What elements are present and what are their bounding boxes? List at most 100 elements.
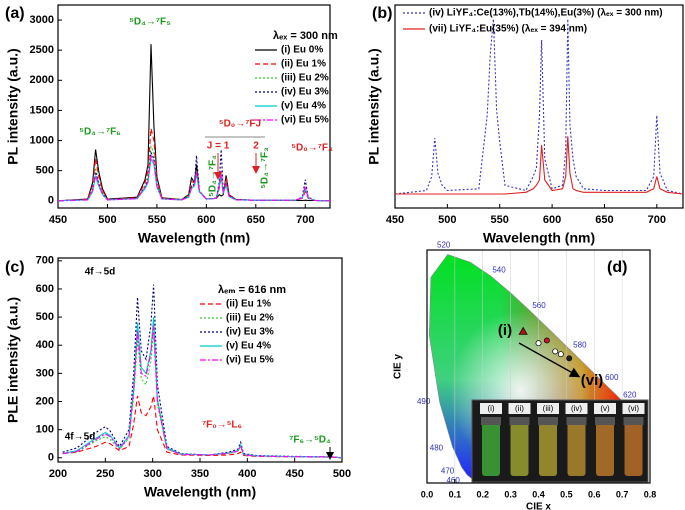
x-tick-label: 600 — [543, 214, 561, 226]
x-tick-label: 450 — [386, 214, 404, 226]
x-tick-label: 400 — [238, 468, 256, 480]
x-tick-label: 500 — [438, 214, 456, 226]
x-tick-label: 500 — [333, 468, 351, 480]
spectrum-line — [394, 18, 684, 195]
x-tick-label: 550 — [491, 214, 509, 226]
legend-label: (ii) Eu 1% — [226, 299, 271, 310]
legend-label: (vii) LiYF₄:Eu(35%) (λₑₓ = 394 nm) — [429, 24, 587, 35]
legend-label: (iv) Eu 3% — [226, 327, 274, 338]
legend-title: λₑₓ = 300 nm — [273, 30, 338, 42]
y-tick-label: 0 — [48, 195, 54, 207]
locus-label: 600 — [605, 373, 619, 382]
x-tick-label: 700 — [648, 214, 666, 226]
x-tick-label: 0.7 — [616, 489, 629, 499]
vial — [624, 420, 643, 476]
legend-label: (vi) Eu 5% — [281, 115, 329, 126]
spectrum-line — [395, 136, 684, 195]
spectrum-line — [62, 325, 343, 459]
x-tick-label: 700 — [296, 214, 314, 226]
x-tick-label: 0.4 — [532, 489, 545, 499]
legend-label: (iii) Eu 2% — [226, 313, 274, 324]
x-tick-label: 0.6 — [588, 489, 601, 499]
vial-cap — [623, 417, 644, 425]
legend-label: (ii) Eu 1% — [281, 59, 326, 70]
y-tick-label: 100 — [36, 424, 54, 436]
x-tick-label: 0.1 — [449, 489, 462, 499]
annotation: (i) — [498, 322, 512, 339]
legend-label: (i) Eu 0% — [281, 45, 323, 56]
vial-cap — [538, 417, 558, 425]
annotation: 4f→5d — [65, 432, 96, 443]
vial-label: (vi) — [628, 404, 639, 413]
annotation: ⁵D₀→⁷FJ — [219, 119, 261, 130]
y-tick-label: 300 — [36, 367, 54, 379]
vial — [510, 420, 529, 476]
x-tick-label: 0.2 — [476, 489, 489, 499]
annotation: ⁵D₄→⁷F₄ — [208, 155, 219, 197]
x-tick-label: 0.0 — [421, 489, 434, 499]
y-tick-label: 700 — [36, 255, 54, 267]
y-tick-label: 600 — [36, 283, 54, 295]
x-tick-label: 500 — [98, 214, 116, 226]
annotation: 4f→5d — [85, 267, 116, 278]
y-axis-label: PL intensity (a.u.) — [5, 48, 21, 164]
y-tick-label: 500 — [36, 165, 54, 177]
spectrum-line — [57, 152, 331, 202]
x-tick-label: 450 — [49, 214, 67, 226]
cie-point — [543, 337, 550, 344]
plot-frame — [57, 4, 331, 209]
vial-label: (v) — [600, 404, 610, 413]
annotation: ⁵D₀→⁷F₄ — [291, 143, 333, 154]
cie-point — [552, 348, 559, 355]
annotation: ⁵D₄→⁷F₃ — [260, 147, 271, 189]
panel: 450 500 550 600 650 700 0 500 1000 1500 2000 2500 30… — [5, 4, 338, 246]
trend-arrow — [518, 342, 581, 378]
vial-label-box — [622, 403, 645, 414]
vial-label-box — [565, 403, 588, 414]
y-axis-label: CIE y — [393, 354, 404, 379]
vial-label-box — [508, 403, 531, 414]
spectral-locus — [428, 254, 633, 482]
y-tick-label: 3000 — [30, 14, 54, 26]
x-tick-label: 0.3 — [504, 489, 517, 499]
y-tick-label: 200 — [36, 395, 54, 407]
x-tick-label: 300 — [143, 468, 161, 480]
vial-label-box — [537, 403, 559, 414]
vial-label: (i) — [487, 404, 494, 413]
legend-label: (v) Eu 4% — [226, 341, 271, 352]
vial — [482, 420, 500, 476]
vial-cap — [595, 417, 615, 425]
cie-point — [557, 351, 564, 358]
cie-point — [535, 340, 542, 347]
annotation: ⁷F₀→⁵L₆ — [202, 420, 242, 431]
annotation: (vi) — [581, 372, 604, 389]
x-axis-label: CIE x — [526, 502, 551, 510]
spectrum-line — [62, 395, 343, 459]
annotation: ⁵D₄→⁷F₆ — [79, 127, 120, 138]
y-tick-label: 1500 — [30, 104, 54, 116]
legend-title: λₑₘ = 616 nm — [218, 284, 286, 296]
x-tick-label: 450 — [285, 468, 303, 480]
panel-label: (b) — [372, 5, 392, 22]
vial-label: (iii) — [543, 404, 554, 413]
locus-label: 470 — [441, 466, 455, 475]
panel-label: (c) — [5, 259, 25, 276]
y-tick-label: 2500 — [30, 44, 54, 56]
x-axis-label: Wavelength (nm) — [483, 230, 595, 246]
annotation: ⁷F₆→⁵D₄ — [289, 435, 331, 446]
vial-cap — [481, 417, 501, 425]
vial-label: (iv) — [571, 404, 582, 413]
locus-label: 480 — [430, 444, 444, 453]
vial — [596, 420, 614, 476]
annotation: 2 — [253, 141, 259, 152]
spectrum-line — [57, 128, 331, 202]
locus-label: 560 — [532, 301, 546, 310]
y-tick-label: 400 — [36, 339, 54, 351]
locus-label: 540 — [492, 265, 506, 274]
panel: 200 250 300 350 400 450 500 0 100 200 300 400 500 600… — [5, 255, 351, 500]
y-tick-label: 500 — [36, 311, 54, 323]
x-tick-label: 600 — [197, 214, 215, 226]
locus-label: 490 — [417, 397, 431, 406]
